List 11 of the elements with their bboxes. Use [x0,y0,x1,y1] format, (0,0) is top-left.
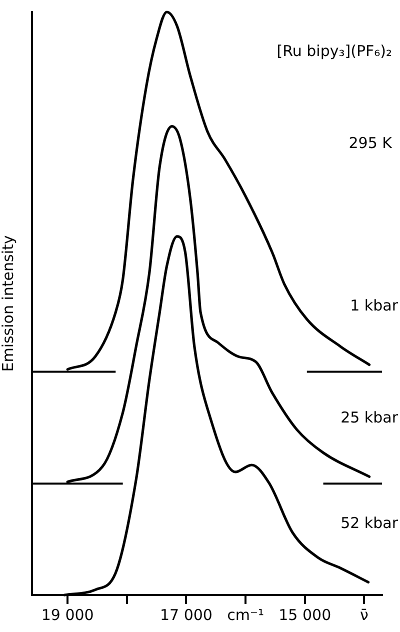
y-axis-title: Emission intensity [0,235,17,372]
text: 1 kbar [350,296,399,315]
x-tick-label: ν̄ [360,606,368,624]
text: 52 kbar [340,514,399,532]
x-tick-label: cm⁻¹ [227,606,264,624]
x-tick-label: 15 000 [278,606,332,624]
text: 25 kbar [340,408,399,427]
annotation: [Ru bipy₃](PF₆)₂ [276,42,392,60]
x-tick-label: 19 000 [41,606,94,624]
x-tick-label: 17 000 [160,606,212,624]
annotation: 295 K [348,134,394,152]
